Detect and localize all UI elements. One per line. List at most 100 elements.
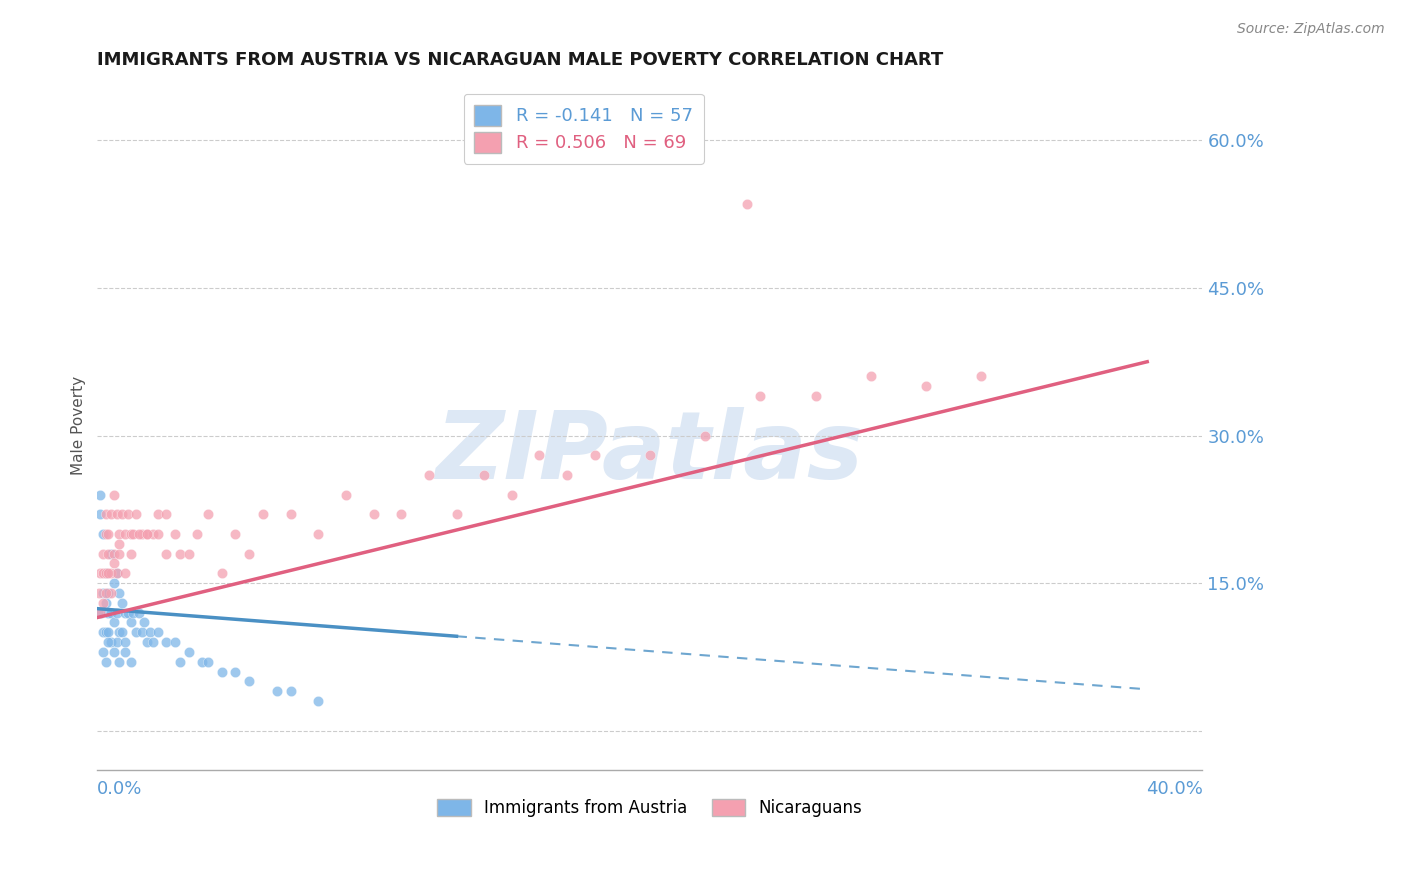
Point: [418, 467, 440, 482]
Point: [114, 566, 136, 581]
Point: [108, 625, 131, 640]
Point: [136, 527, 159, 541]
Point: [111, 507, 134, 521]
Point: [94, 527, 117, 541]
Point: [120, 615, 142, 630]
Point: [638, 448, 661, 462]
Legend: Immigrants from Austria, Nicaraguans: Immigrants from Austria, Nicaraguans: [430, 792, 869, 823]
Point: [389, 507, 412, 521]
Point: [91, 596, 114, 610]
Point: [91, 625, 114, 640]
Point: [105, 566, 128, 581]
Text: ZIPatlas: ZIPatlas: [436, 408, 863, 500]
Point: [169, 547, 191, 561]
Point: [111, 625, 134, 640]
Point: [139, 625, 162, 640]
Point: [186, 527, 208, 541]
Point: [97, 586, 120, 600]
Point: [177, 645, 200, 659]
Point: [169, 655, 191, 669]
Point: [117, 606, 139, 620]
Point: [197, 507, 219, 521]
Point: [100, 547, 122, 561]
Point: [117, 507, 139, 521]
Point: [89, 487, 111, 501]
Text: 40.0%: 40.0%: [1146, 780, 1202, 797]
Point: [103, 615, 125, 630]
Point: [103, 645, 125, 659]
Point: [108, 527, 131, 541]
Point: [280, 507, 302, 521]
Point: [125, 625, 148, 640]
Point: [94, 566, 117, 581]
Point: [859, 369, 882, 384]
Point: [91, 645, 114, 659]
Point: [128, 606, 150, 620]
Point: [695, 428, 717, 442]
Point: [122, 606, 145, 620]
Point: [105, 507, 128, 521]
Point: [94, 566, 117, 581]
Point: [114, 527, 136, 541]
Point: [94, 586, 117, 600]
Point: [97, 635, 120, 649]
Point: [114, 606, 136, 620]
Point: [363, 507, 385, 521]
Point: [100, 507, 122, 521]
Point: [97, 606, 120, 620]
Point: [446, 507, 468, 521]
Point: [94, 507, 117, 521]
Point: [100, 635, 122, 649]
Text: Source: ZipAtlas.com: Source: ZipAtlas.com: [1237, 22, 1385, 37]
Point: [163, 527, 186, 541]
Point: [89, 566, 111, 581]
Point: [108, 537, 131, 551]
Point: [501, 487, 523, 501]
Point: [120, 527, 142, 541]
Point: [89, 507, 111, 521]
Point: [105, 635, 128, 649]
Point: [94, 596, 117, 610]
Point: [146, 527, 169, 541]
Point: [125, 507, 148, 521]
Point: [142, 635, 165, 649]
Point: [87, 606, 110, 620]
Point: [749, 389, 772, 403]
Point: [211, 566, 233, 581]
Point: [280, 684, 302, 698]
Point: [252, 507, 274, 521]
Point: [94, 655, 117, 669]
Point: [555, 467, 578, 482]
Point: [224, 665, 246, 679]
Point: [90, 606, 112, 620]
Point: [136, 527, 159, 541]
Point: [128, 527, 150, 541]
Point: [131, 527, 153, 541]
Point: [111, 596, 134, 610]
Point: [163, 635, 186, 649]
Point: [122, 527, 145, 541]
Point: [155, 507, 177, 521]
Point: [94, 625, 117, 640]
Point: [804, 389, 827, 403]
Point: [970, 369, 993, 384]
Point: [211, 665, 233, 679]
Point: [100, 586, 122, 600]
Point: [91, 586, 114, 600]
Point: [108, 547, 131, 561]
Point: [120, 655, 142, 669]
Point: [91, 547, 114, 561]
Point: [131, 625, 153, 640]
Point: [100, 606, 122, 620]
Point: [238, 674, 260, 689]
Point: [120, 547, 142, 561]
Point: [105, 606, 128, 620]
Text: 0.0%: 0.0%: [97, 780, 143, 797]
Point: [91, 527, 114, 541]
Point: [146, 625, 169, 640]
Point: [197, 655, 219, 669]
Text: IMMIGRANTS FROM AUSTRIA VS NICARAGUAN MALE POVERTY CORRELATION CHART: IMMIGRANTS FROM AUSTRIA VS NICARAGUAN MA…: [97, 51, 943, 69]
Point: [114, 645, 136, 659]
Point: [114, 635, 136, 649]
Point: [108, 586, 131, 600]
